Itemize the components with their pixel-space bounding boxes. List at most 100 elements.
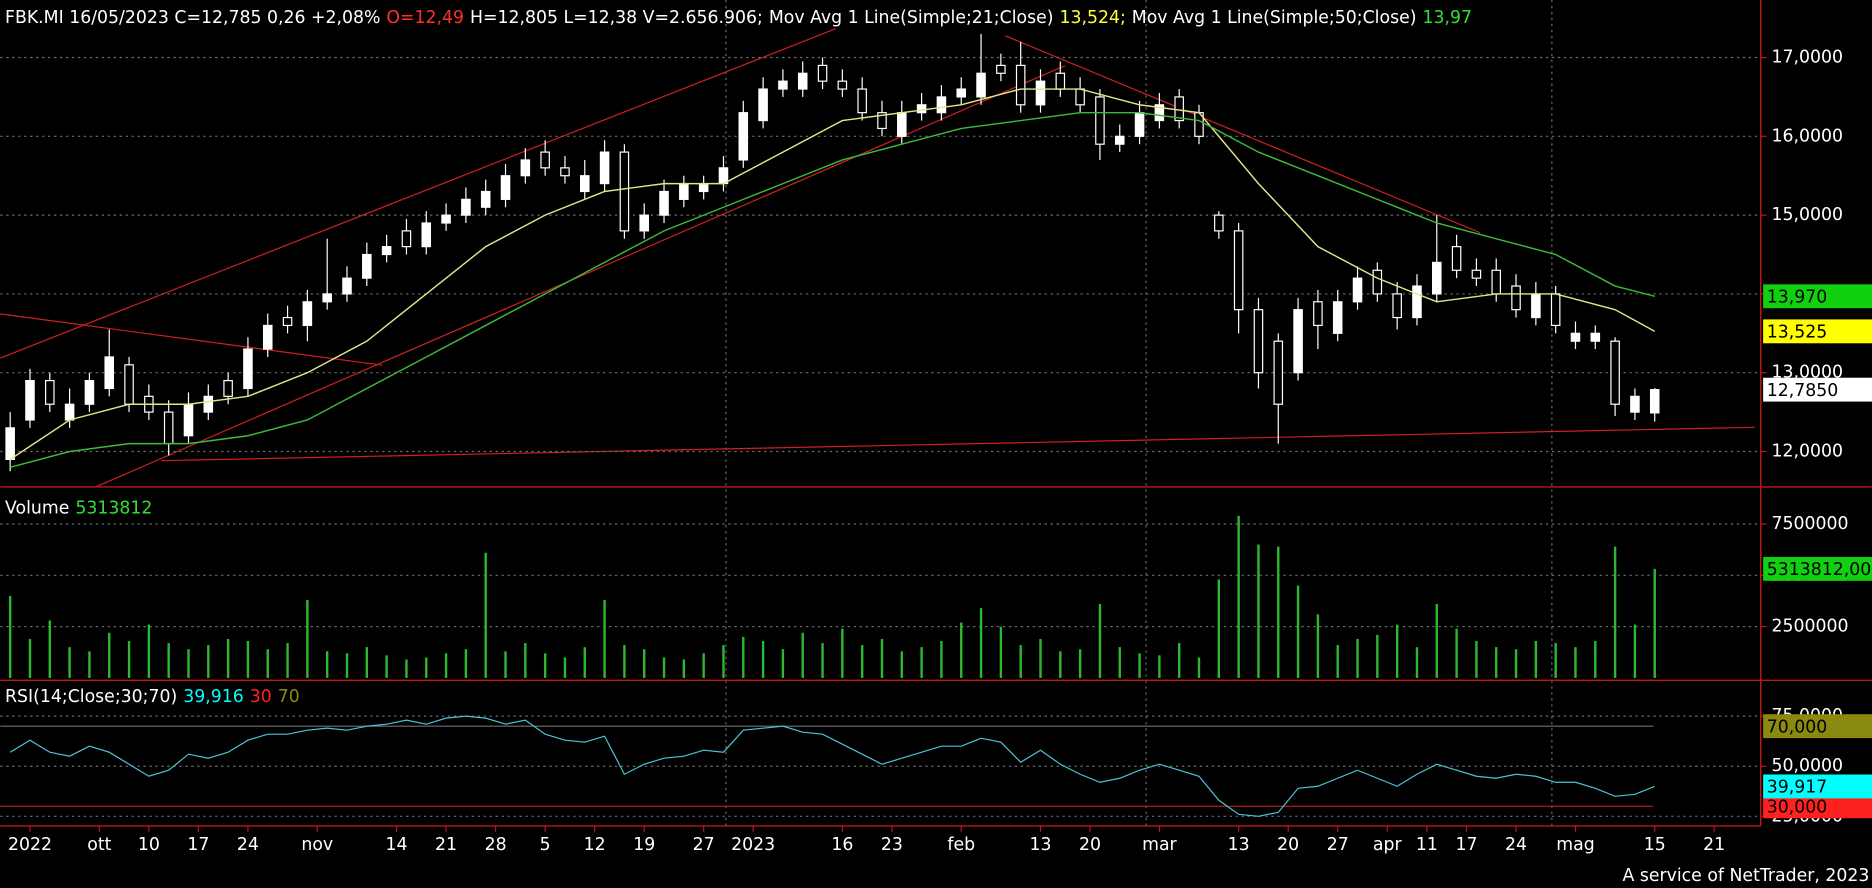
candle-body — [322, 293, 332, 303]
header: FBK.MI 16/05/2023 C=12,785 0,26 +2,08% O=… — [5, 8, 1472, 28]
volume-bar — [28, 638, 32, 678]
panel-title: RSI(14;Close;30;70) 39,916 30 70 — [5, 687, 300, 707]
volume-bar — [1277, 546, 1280, 678]
x-tick-label: mag — [1556, 835, 1594, 855]
volume-bar — [1475, 640, 1478, 678]
level-label: 70 — [278, 687, 300, 707]
candle-body — [679, 183, 689, 200]
value-box — [1763, 377, 1872, 402]
volume-bar — [464, 649, 468, 678]
x-tick-label: 13 — [1029, 835, 1051, 855]
volume-bar — [1395, 624, 1399, 678]
x-tick-label: 24 — [1505, 835, 1527, 855]
candle-body — [1035, 80, 1046, 106]
volume-bar — [1653, 568, 1656, 678]
candle-body — [837, 80, 848, 90]
x-tick-label: 21 — [1703, 835, 1725, 855]
candle-body — [778, 80, 788, 90]
candle-body — [639, 214, 649, 232]
value-box-label: 13,525 — [1767, 323, 1828, 343]
x-tick-label: 15 — [1644, 835, 1666, 855]
candle-body — [1055, 72, 1066, 90]
x-tick-label: 12 — [584, 835, 606, 855]
candle-body — [599, 151, 610, 185]
volume-bar — [1356, 638, 1359, 678]
y-tick-label: 2500000 — [1771, 617, 1848, 637]
volume-bar — [48, 620, 51, 678]
volume-bar — [1633, 624, 1637, 678]
y-tick-label: 17,0000 — [1771, 48, 1843, 68]
value-box — [1763, 774, 1872, 799]
candle-body — [916, 104, 927, 114]
candle-body — [84, 379, 95, 405]
candle-body — [1134, 112, 1145, 137]
trendline — [0, 313, 383, 366]
candle-body — [619, 151, 630, 232]
volume-bar — [1574, 647, 1577, 678]
candle-body — [1590, 332, 1601, 342]
header-part: Mov Avg 1 Line(Simple;21;Close) — [769, 8, 1054, 28]
volume-bar — [563, 657, 567, 678]
x-tick-label: 21 — [435, 835, 457, 855]
x-tick-label: 27 — [1327, 835, 1349, 855]
trendline — [1004, 35, 1481, 234]
x-tick-label: 19 — [633, 835, 655, 855]
volume-bar — [524, 643, 527, 678]
volume-bar — [1376, 634, 1379, 678]
header-part: 13,524; — [1059, 8, 1125, 28]
candle-body — [1491, 269, 1501, 295]
candle-body — [956, 88, 967, 98]
candle-body — [1471, 269, 1482, 279]
candle-body — [64, 403, 75, 421]
moving-average-line — [9, 111, 1655, 468]
volume-bar — [979, 608, 983, 678]
volume-bar — [1078, 649, 1082, 678]
candle-body — [223, 379, 233, 397]
candle-body — [936, 96, 947, 114]
volume-bar — [1019, 645, 1022, 678]
candle-body — [203, 395, 214, 413]
volume-bar — [1435, 604, 1438, 678]
candle-body — [1392, 293, 1402, 319]
volume-bar — [1613, 546, 1617, 678]
candle-body — [1214, 214, 1224, 232]
candle-body — [5, 427, 15, 460]
volume-bar — [1455, 628, 1458, 678]
candle-body — [1114, 135, 1125, 145]
x-tick-label: feb — [947, 835, 975, 855]
candle-body — [1332, 301, 1343, 334]
volume-bar — [187, 649, 190, 678]
volume-bar — [1217, 579, 1221, 678]
candle-body — [817, 64, 828, 82]
candle-body — [282, 316, 293, 327]
volume-bar — [920, 647, 923, 678]
volume-bar — [167, 643, 170, 678]
candle-body — [1531, 293, 1541, 319]
candle-body — [718, 167, 729, 185]
x-tick-label: 14 — [386, 835, 408, 855]
volume-bar — [603, 599, 606, 678]
candle-body — [1570, 332, 1581, 342]
value-box — [1763, 556, 1872, 581]
volume-bar — [425, 657, 428, 678]
candle-body — [401, 230, 412, 248]
candle-body — [1372, 269, 1383, 295]
candle-body — [520, 159, 531, 177]
volume-bar — [385, 655, 388, 678]
x-tick-label: 10 — [138, 835, 160, 855]
volume-bar — [127, 640, 131, 678]
volume-bar — [226, 638, 230, 678]
panel-title-value: 39,916 — [183, 687, 244, 707]
volume-bar — [88, 651, 91, 678]
x-tick-label: 20 — [1277, 835, 1299, 855]
x-tick-label: 2023 — [731, 835, 775, 855]
volume-bar — [841, 628, 844, 678]
volume-bar — [147, 624, 151, 678]
candle-body — [1432, 261, 1442, 295]
volume-bar — [860, 645, 864, 678]
candle-body — [738, 112, 749, 161]
candle-body — [362, 253, 372, 279]
candle-body — [243, 348, 253, 390]
candle-body — [1649, 389, 1660, 414]
